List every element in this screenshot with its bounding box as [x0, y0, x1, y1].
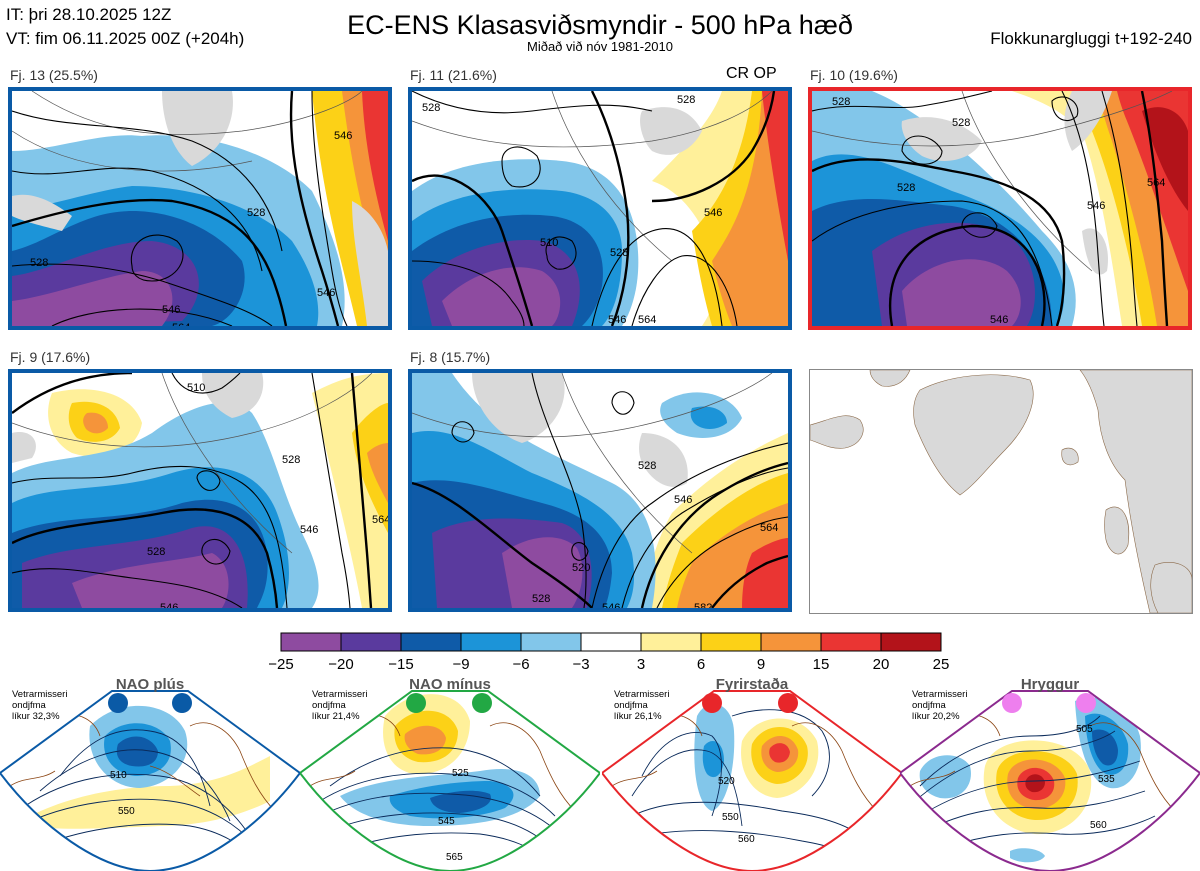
contour-label: 564: [172, 322, 190, 326]
colorbar-tick-label: −25: [268, 656, 294, 673]
contour-label: 528: [638, 460, 656, 472]
regime-blocking: 520 550 560 Fyrirstaða Vetrarmisseri ond…: [602, 676, 902, 871]
contour-label: 510: [187, 382, 205, 394]
regime-contour-label: 520: [718, 776, 735, 787]
cluster-map-9: 510 528 528 546 546 564: [8, 369, 392, 612]
regime-info: Vetrarmisseri ondjfma líkur 21,4%: [312, 689, 368, 722]
contour-label: 528: [247, 207, 265, 219]
chart-title: EC-ENS Klasasviðsmyndir - 500 hPa hæð: [347, 10, 853, 40]
contour-label: 546: [674, 494, 692, 506]
cluster-label-8: Fj. 8 (15.7%): [410, 349, 491, 365]
regime-contour-label: 550: [118, 806, 135, 817]
regime-contour-label: 535: [1098, 774, 1115, 785]
cluster-map-10: 528 528 528 546 564 546: [808, 87, 1192, 330]
cluster-label-13: Fj. 13 (25.5%): [10, 67, 98, 83]
contour-label: 528: [610, 247, 628, 259]
contour-label: 564: [372, 514, 388, 526]
contour-label: 546: [602, 602, 620, 608]
contour-label: 528: [30, 257, 48, 269]
regime-nao-plus: 510 550 NAO plús Vetrarmisseri ondjfma l…: [0, 676, 300, 871]
colorbar-segment: [400, 632, 462, 652]
colorbar-tick-label: 9: [756, 656, 766, 673]
colorbar-segment: [340, 632, 402, 652]
contour-label: 546: [334, 130, 352, 142]
colorbar-segment: [520, 632, 582, 652]
contour-label: 528: [832, 96, 850, 108]
contour-label: 564: [760, 522, 778, 534]
contour-label: 546: [162, 304, 180, 316]
colorbar-segment: [280, 632, 342, 652]
classification-window: Flokkunargluggi t+192-240: [990, 29, 1192, 48]
regime-contour-label: 505: [1076, 724, 1093, 735]
contour-label: 528: [532, 593, 550, 605]
contour-label: 546: [704, 207, 722, 219]
regime-name: NAO mínus: [409, 676, 491, 693]
regime-contour-label: 525: [452, 768, 469, 779]
empty-map: [809, 369, 1193, 614]
contour-label: 546: [1087, 200, 1105, 212]
colorbar-segment: [880, 632, 942, 652]
contour-label: 564: [638, 314, 656, 326]
colorbar-segment: [460, 632, 522, 652]
regime-contour-label: 550: [722, 812, 739, 823]
regime-info: Vetrarmisseri ondjfma líkur 32,3%: [12, 689, 68, 722]
valid-time: VT: fim 06.11.2025 00Z (+204h): [6, 29, 245, 48]
contour-label: 564: [1147, 177, 1165, 189]
contour-label: 528: [952, 117, 970, 129]
regime-contour-label: 565: [446, 852, 463, 863]
regime-ridge: 505 535 560 Hryggur Vetrarmisseri ondjfm…: [900, 676, 1200, 871]
anomaly-colorbar: [280, 632, 942, 652]
cluster-label-10: Fj. 10 (19.6%): [810, 67, 898, 83]
contour-label: 520: [572, 562, 590, 574]
colorbar-tick-label: −20: [328, 656, 354, 673]
contour-label: 528: [422, 102, 440, 114]
contour-label: 546: [317, 287, 335, 299]
chart-subtitle: Miðað við nóv 1981-2010: [527, 39, 673, 54]
regime-contour-label: 510: [110, 770, 127, 781]
contour-label: 546: [160, 602, 178, 608]
contour-label: 546: [300, 524, 318, 536]
initial-time: IT: þri 28.10.2025 12Z: [6, 5, 172, 24]
colorbar-tick-label: 25: [932, 656, 950, 673]
colorbar-segment: [580, 632, 642, 652]
cluster-label-9: Fj. 9 (17.6%): [10, 349, 91, 365]
colorbar-tick-label: −9: [452, 656, 470, 673]
colorbar-tick-label: −6: [512, 656, 530, 673]
regime-contour-label: 545: [438, 816, 455, 827]
regime-name: NAO plús: [115, 676, 185, 693]
colorbar-tick-label: 20: [872, 656, 890, 673]
colorbar-segment: [700, 632, 762, 652]
cluster-label-11: Fj. 11 (21.6%): [410, 67, 497, 83]
cluster-map-8: 528 546 520 528 546 564 582: [408, 369, 792, 612]
regime-contour-label: 560: [1090, 820, 1107, 831]
colorbar-segment: [760, 632, 822, 652]
contour-label: 510: [540, 237, 558, 249]
colorbar-segment: [820, 632, 882, 652]
regime-name: Fyrirstaða: [715, 676, 789, 693]
cr-op-label: CR OP: [726, 65, 777, 82]
contour-label: 582: [694, 602, 712, 608]
cluster-map-11: 528 528 510 528 546 546 564: [408, 87, 792, 330]
colorbar-tick-label: 6: [696, 656, 706, 673]
contour-label: 528: [897, 182, 915, 194]
regime-contour-label: 560: [738, 834, 755, 845]
contour-label: 528: [282, 454, 300, 466]
contour-label: 546: [608, 314, 626, 326]
regime-name: Hryggur: [1020, 676, 1080, 693]
contour-label: 528: [147, 546, 165, 558]
colorbar-tick-label: 3: [636, 656, 646, 673]
contour-label: 546: [990, 314, 1008, 326]
colorbar-tick-label: 15: [812, 656, 830, 673]
regime-info: Vetrarmisseri ondjfma líkur 20,2%: [912, 689, 968, 722]
colorbar-tick-label: −15: [388, 656, 414, 673]
regime-nao-minus: 525 545 565 NAO mínus Vetrarmisseri ondj…: [300, 676, 600, 871]
colorbar-tick-label: −3: [572, 656, 590, 673]
regime-info: Vetrarmisseri ondjfma líkur 26,1%: [614, 689, 670, 722]
colorbar-segment: [640, 632, 702, 652]
cluster-map-13: 528 546 546 528 564 546: [8, 87, 392, 330]
contour-label: 528: [677, 94, 695, 106]
